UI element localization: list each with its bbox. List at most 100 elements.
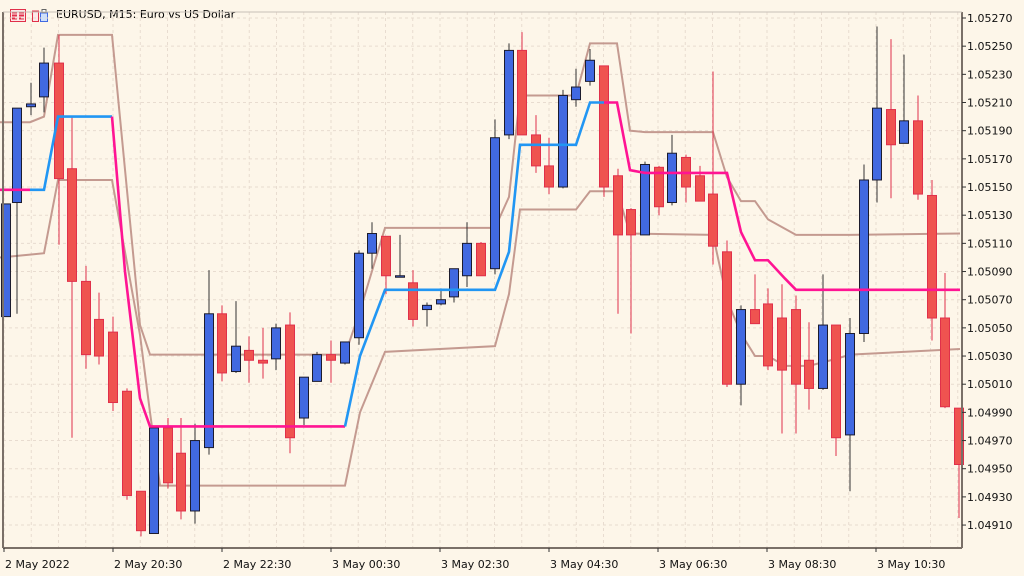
bull-candle <box>367 222 377 269</box>
time-tick-label: 3 May 04:30 <box>550 558 618 571</box>
price-tick-label: 1.04990 <box>967 406 1013 419</box>
bear-candle <box>777 284 787 434</box>
bull-candle <box>899 54 909 144</box>
bear-candle <box>750 274 760 325</box>
bull-candle <box>490 119 500 275</box>
time-tick-label: 3 May 02:30 <box>441 558 509 571</box>
bear-candle <box>831 324 841 457</box>
bull-candle <box>340 341 350 365</box>
price-tick-label: 1.04970 <box>967 435 1013 448</box>
middle-line <box>0 101 960 428</box>
bear-candle <box>381 235 391 295</box>
price-tick-label: 1.05250 <box>967 40 1013 53</box>
price-tick-label: 1.05270 <box>967 12 1013 25</box>
bear-candle <box>695 165 705 202</box>
bear-candle <box>408 270 418 327</box>
bull-candle <box>422 302 432 327</box>
price-tick-label: 1.05010 <box>967 378 1013 391</box>
time-tick-label: 3 May 06:30 <box>659 558 727 571</box>
price-tick-label: 1.04930 <box>967 491 1013 504</box>
time-tick-label: 3 May 10:30 <box>877 558 945 571</box>
bear-candle <box>54 34 64 245</box>
bull-candle <box>39 47 49 113</box>
bull-candle <box>436 288 446 306</box>
bull-candle <box>271 323 281 371</box>
bull-candle <box>571 68 581 107</box>
price-tick-label: 1.05050 <box>967 322 1013 335</box>
time-tick-label: 3 May 00:30 <box>332 558 400 571</box>
price-tick-label: 1.05230 <box>967 68 1013 81</box>
price-tick-label: 1.05030 <box>967 350 1013 363</box>
price-tick-label: 1.05110 <box>967 237 1013 250</box>
bull-candle <box>190 423 200 524</box>
time-tick-label: 2 May 22:30 <box>223 558 291 571</box>
bands <box>0 33 961 487</box>
bear-candle <box>258 327 268 379</box>
bear-candle <box>940 272 950 409</box>
lower-band-line <box>0 178 961 487</box>
upper-band-line <box>0 33 961 356</box>
time-tick-label: 2 May 2022 <box>5 558 70 571</box>
price-tick-label: 1.05090 <box>967 266 1013 279</box>
bull-candle <box>504 43 514 140</box>
bull-candle <box>354 250 364 345</box>
bull-candle <box>818 274 828 390</box>
bull-candle <box>872 26 882 203</box>
bear-candle <box>722 240 732 388</box>
bear-candle <box>763 288 773 371</box>
bear-candle <box>954 407 964 519</box>
time-tick-label: 2 May 20:30 <box>114 558 182 571</box>
price-tick-label: 1.04950 <box>967 463 1013 476</box>
bear-candle <box>544 137 554 195</box>
bear-candle <box>217 305 227 382</box>
bear-candle <box>681 154 691 203</box>
bull-candle <box>312 351 322 382</box>
bear-candle <box>81 265 91 369</box>
bear-candle <box>108 316 118 411</box>
bull-candle <box>667 134 677 206</box>
bull-candle <box>149 427 159 535</box>
bull-candle <box>859 164 869 342</box>
candles <box>1 26 964 537</box>
bull-candle <box>12 107 22 314</box>
bear-candle <box>122 388 132 500</box>
bull-candle <box>449 268 459 303</box>
bear-candle <box>94 292 104 365</box>
bear-candle <box>599 65 609 197</box>
bull-candle <box>585 48 595 86</box>
bull-candle <box>736 305 746 406</box>
grid <box>3 12 962 548</box>
bear-candle <box>886 39 896 199</box>
bear-candle <box>626 208 636 334</box>
bear-candle <box>136 490 146 537</box>
price-tick-label: 1.05170 <box>967 153 1013 166</box>
time-axis[interactable]: 2 May 2022 2 May 20:30 2 May 22:30 3 May 00… <box>3 548 945 571</box>
bear-candle <box>244 336 254 383</box>
price-axis[interactable]: 1.05270 1.05250 1.05230 1.05210 1.05190 1.051… <box>962 12 1013 532</box>
time-tick-label: 3 May 08:30 <box>768 558 836 571</box>
price-tick-label: 1.05150 <box>967 181 1013 194</box>
bear-candle <box>326 340 336 383</box>
price-tick-label: 1.04910 <box>967 519 1013 532</box>
bear-candle <box>613 168 623 314</box>
bear-candle <box>517 32 527 136</box>
bull-candle <box>558 89 568 189</box>
bear-candle <box>176 418 186 520</box>
price-tick-label: 1.05190 <box>967 125 1013 138</box>
bull-candle <box>462 222 472 288</box>
bear-candle <box>163 418 173 489</box>
bear-candle <box>285 312 295 454</box>
bear-candle <box>913 95 923 200</box>
bull-candle <box>299 376 309 426</box>
bear-candle <box>804 322 814 410</box>
bull-candle <box>204 270 214 455</box>
bear-candle <box>927 179 937 341</box>
price-tick-label: 1.05070 <box>967 294 1013 307</box>
bear-candle <box>67 116 77 438</box>
bear-candle <box>708 71 718 265</box>
price-tick-label: 1.05130 <box>967 209 1013 222</box>
bull-candle <box>231 301 241 373</box>
bull-candle <box>395 234 405 278</box>
